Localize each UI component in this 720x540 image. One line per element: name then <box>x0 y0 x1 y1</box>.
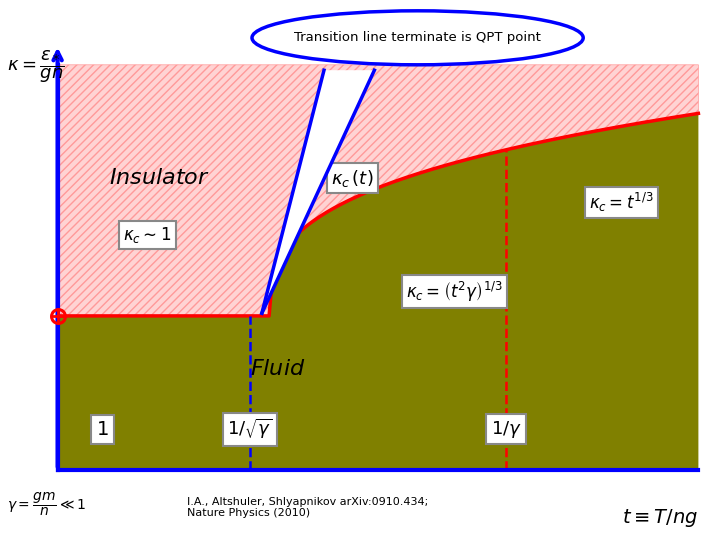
Text: $1$: $1$ <box>96 420 109 439</box>
Text: $\gamma = \dfrac{gm}{n} \ll 1$: $\gamma = \dfrac{gm}{n} \ll 1$ <box>7 491 86 518</box>
Text: I.A., Altshuler, Shlyapnikov arXiv:0910.434;
Nature Physics (2010): I.A., Altshuler, Shlyapnikov arXiv:0910.… <box>187 497 428 518</box>
Polygon shape <box>262 70 374 313</box>
Text: $1/\gamma$: $1/\gamma$ <box>491 419 521 440</box>
Text: $t \equiv T/ng$: $t \equiv T/ng$ <box>622 507 698 529</box>
Text: $\mathit{Insulator}$: $\mathit{Insulator}$ <box>109 168 210 188</box>
Text: $\kappa_c \sim 1$: $\kappa_c \sim 1$ <box>123 225 171 245</box>
Text: $\kappa_c\,(t)$: $\kappa_c\,(t)$ <box>331 168 374 188</box>
Text: $\kappa = \dfrac{\epsilon_*}{gn}$: $\kappa = \dfrac{\epsilon_*}{gn}$ <box>7 49 65 85</box>
Polygon shape <box>58 65 698 316</box>
Text: $1/\sqrt{\gamma}$: $1/\sqrt{\gamma}$ <box>227 417 273 441</box>
Text: Transition line terminate is QPT point: Transition line terminate is QPT point <box>294 31 541 44</box>
Text: $\kappa_c = \left(t^2\gamma\right)^{1/3}$: $\kappa_c = \left(t^2\gamma\right)^{1/3}… <box>407 280 503 303</box>
Text: $\kappa_c = t^{1/3}$: $\kappa_c = t^{1/3}$ <box>589 191 654 214</box>
Text: $\mathit{Fluid}$: $\mathit{Fluid}$ <box>250 359 305 379</box>
Polygon shape <box>58 113 698 470</box>
